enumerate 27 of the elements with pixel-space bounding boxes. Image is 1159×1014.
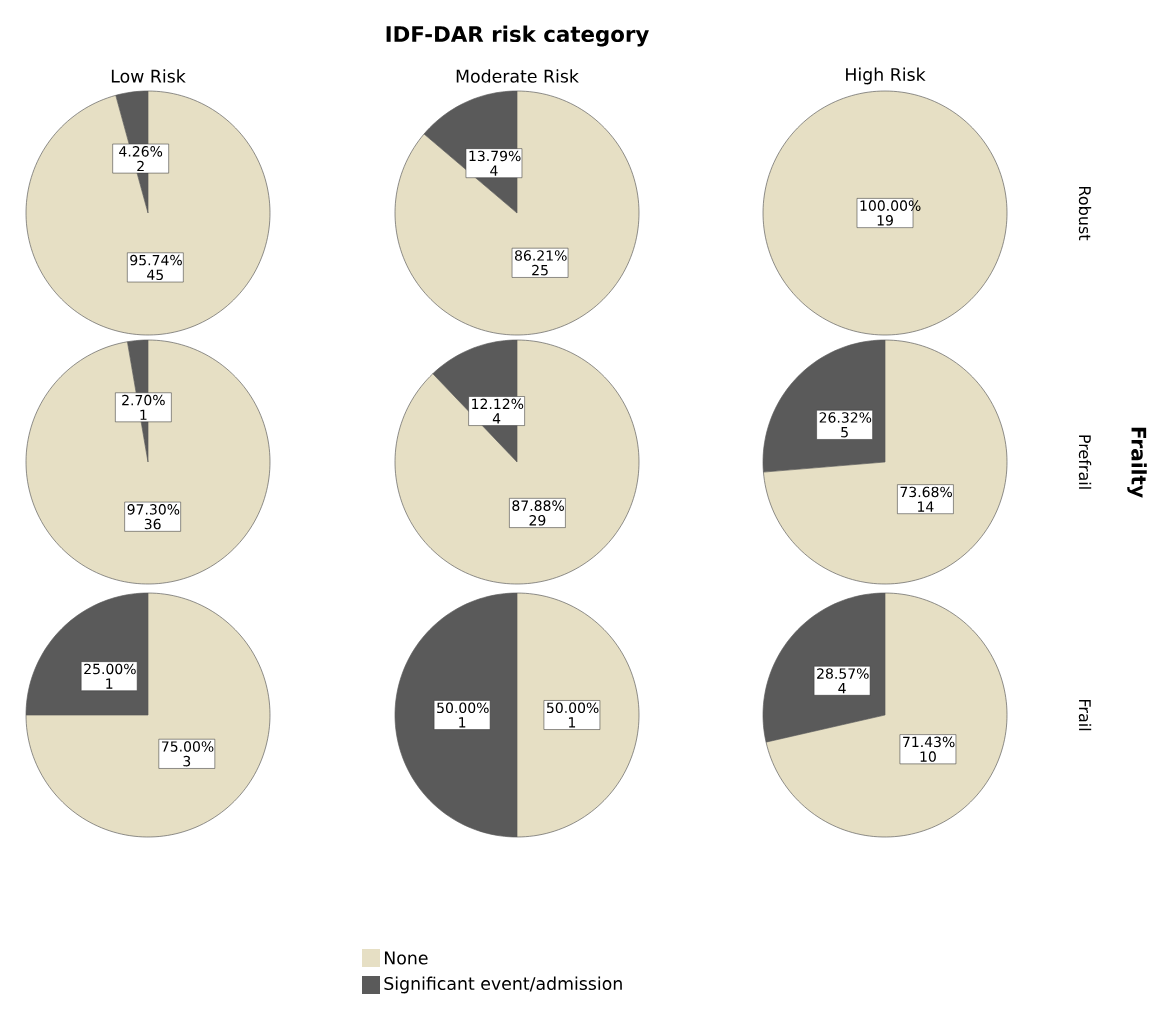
data-label: 2.70% 1 — [122, 394, 165, 420]
chart-title: Moderate Risk — [456, 69, 579, 83]
data-label: 50.00% 1 — [437, 702, 489, 728]
legend-label: Significant event/admission — [384, 976, 622, 994]
data-label: 75.00% 3 — [161, 741, 214, 767]
data-label: 13.79% 4 — [469, 150, 521, 176]
data-label: 71.43% 10 — [903, 736, 955, 762]
legend-label: None — [384, 951, 428, 965]
data-label: 4.26% 2 — [119, 146, 163, 172]
data-label: 73.68% 14 — [900, 486, 952, 512]
data-label: 28.57% 4 — [817, 668, 869, 694]
data-label: 86.21% 25 — [515, 250, 567, 276]
data-label: 97.30% 36 — [127, 504, 180, 530]
text: Frail — [1078, 699, 1092, 731]
chart-title: High Risk — [846, 67, 926, 85]
text: Frailty — [1127, 427, 1147, 498]
data-label: 95.74% 45 — [130, 254, 182, 281]
text: Prefrail — [1078, 435, 1092, 489]
data-label: 50.00% 1 — [547, 702, 599, 728]
data-label: 12.12% 4 — [472, 398, 524, 424]
chart-title: Low Risk — [111, 69, 186, 83]
text: Robust — [1078, 187, 1092, 241]
data-label: 26.32% 5 — [819, 412, 872, 438]
data-label: 25.00% 1 — [84, 663, 136, 689]
data-label: 87.88% 29 — [512, 500, 564, 526]
data-label: 100.00% 19 — [860, 200, 921, 226]
text: IDF-DAR risk category — [386, 25, 649, 47]
